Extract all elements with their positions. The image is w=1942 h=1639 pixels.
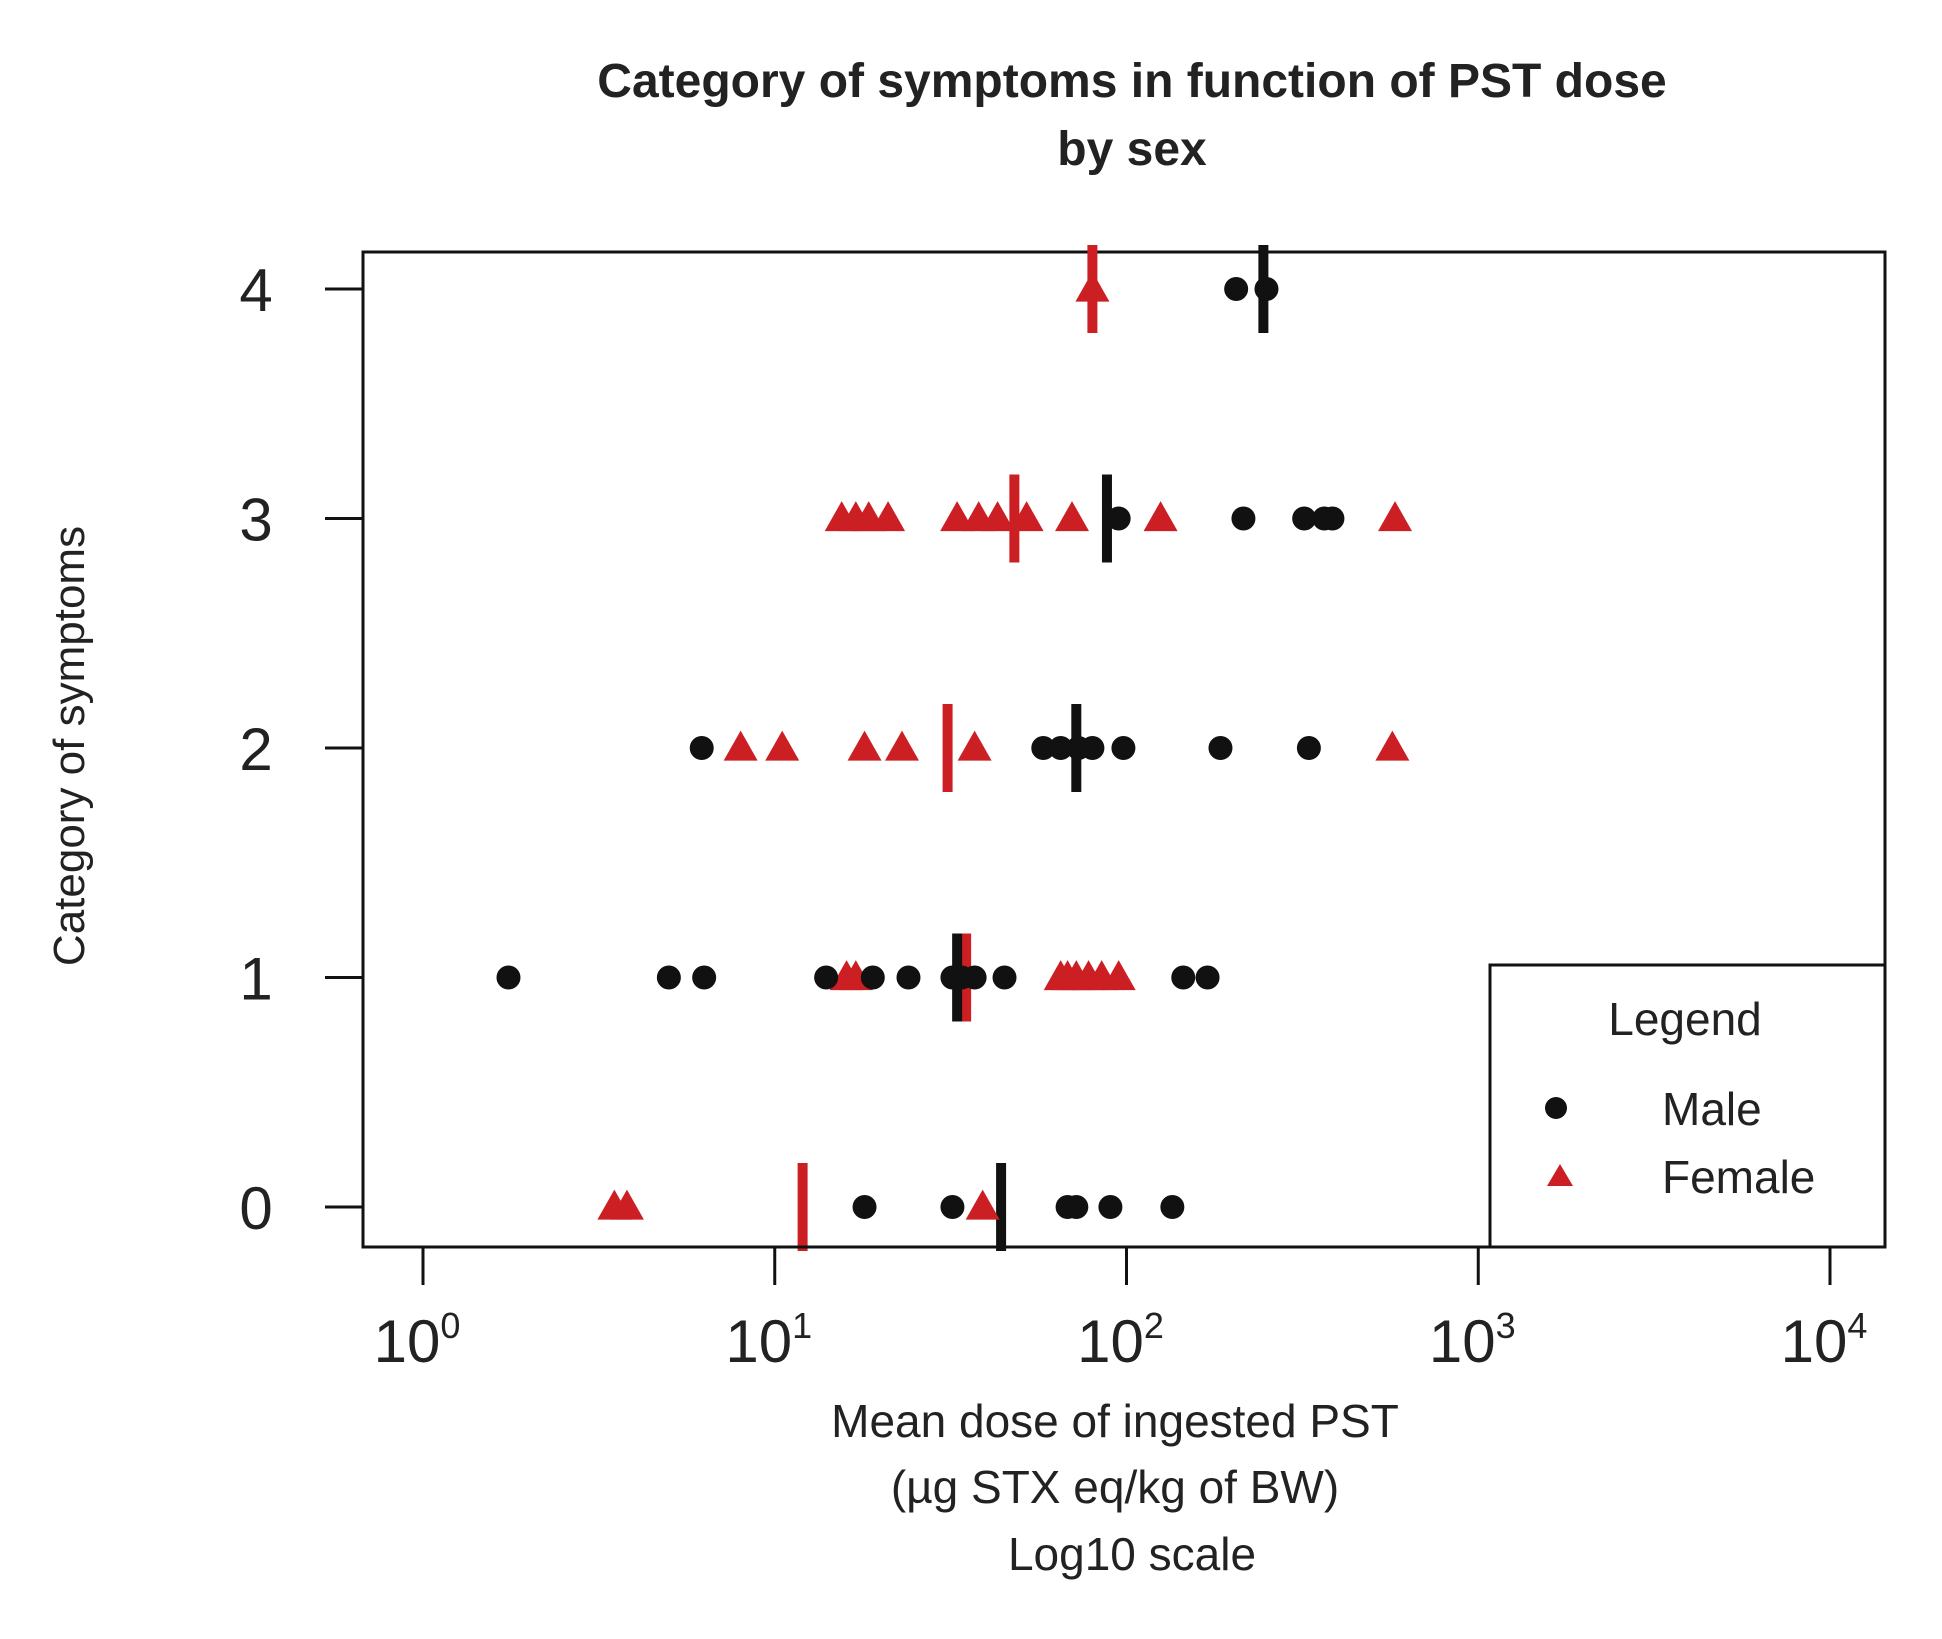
point-male: [1080, 736, 1105, 760]
point-female: [609, 1189, 644, 1220]
point-female: [847, 730, 882, 761]
point-female: [957, 730, 992, 761]
point-male: [656, 965, 681, 990]
x-axis-label-line-2: (µg STX eq/kg of BW): [891, 1461, 1339, 1513]
point-female: [884, 730, 919, 761]
point-female: [1143, 501, 1178, 532]
x-axis-label-line-1: Mean dose of ingested PST: [831, 1395, 1399, 1447]
y-tick-label: 3: [239, 487, 272, 554]
point-female: [871, 501, 906, 532]
point-male: [1195, 965, 1220, 990]
legend-female-label: Female: [1662, 1151, 1815, 1203]
x-axis-label-line-3: Log10 scale: [1008, 1528, 1256, 1580]
legend-male-marker: [1545, 1097, 1567, 1119]
point-male: [860, 965, 885, 990]
y-tick-label: 0: [239, 1175, 272, 1242]
point-male: [692, 965, 717, 990]
x-axis-label: Mean dose of ingested PST (µg STX eq/kg …: [831, 1395, 1399, 1580]
point-male: [1292, 506, 1317, 531]
point-male: [992, 965, 1017, 990]
legend: Legend Male Female: [1488, 963, 1887, 1249]
point-female: [1055, 501, 1090, 532]
point-male: [896, 965, 921, 990]
point-male: [1208, 736, 1233, 760]
point-female: [723, 730, 758, 761]
point-female: [1009, 501, 1044, 532]
point-male: [1106, 506, 1131, 531]
point-female: [1075, 271, 1110, 302]
point-male: [1224, 277, 1249, 301]
point-female: [965, 1189, 1000, 1220]
point-male: [1111, 736, 1136, 760]
point-male: [1320, 506, 1345, 531]
legend-title: Legend: [1608, 993, 1762, 1045]
point-female: [980, 501, 1015, 532]
y-axis: 0 1 2 3 4: [239, 257, 365, 1242]
point-male: [1098, 1195, 1123, 1219]
chart-title: Category of symptoms in function of PST …: [597, 55, 1666, 176]
point-male: [1048, 736, 1073, 760]
chart-title-line-2: by sex: [1057, 123, 1207, 176]
point-male: [1031, 736, 1056, 760]
point-male: [689, 736, 714, 760]
point-male: [1171, 965, 1196, 990]
x-tick-label: 100: [374, 1305, 461, 1375]
data-marks: [496, 245, 1413, 1251]
point-female: [1375, 730, 1410, 761]
y-tick-label: 2: [239, 716, 272, 783]
point-male: [814, 965, 839, 990]
y-tick-label: 4: [239, 257, 272, 324]
point-female: [1378, 501, 1413, 532]
legend-male-label: Male: [1662, 1083, 1762, 1135]
point-male: [962, 965, 987, 990]
x-tick-label: 101: [725, 1305, 812, 1375]
x-tick-label: 103: [1429, 1305, 1516, 1375]
point-male: [1160, 1195, 1185, 1219]
x-tick-label: 102: [1077, 1305, 1164, 1375]
x-tick-label: 104: [1781, 1305, 1868, 1375]
point-female: [1101, 960, 1136, 991]
point-male: [496, 965, 521, 990]
y-axis-label: Category of symptoms: [45, 526, 94, 966]
point-male: [1296, 736, 1321, 760]
point-male: [1231, 506, 1256, 531]
point-female: [765, 730, 800, 761]
y-tick-label: 1: [239, 946, 272, 1013]
legend-female-marker: [1547, 1164, 1573, 1186]
point-male: [1254, 277, 1279, 301]
point-male: [852, 1195, 877, 1219]
point-male: [940, 1195, 965, 1219]
point-female: [940, 501, 975, 532]
point-male: [1064, 1195, 1089, 1219]
chart-title-line-1: Category of symptoms in function of PST …: [597, 55, 1666, 108]
x-axis: 100 101 102 103 104: [374, 1245, 1868, 1375]
